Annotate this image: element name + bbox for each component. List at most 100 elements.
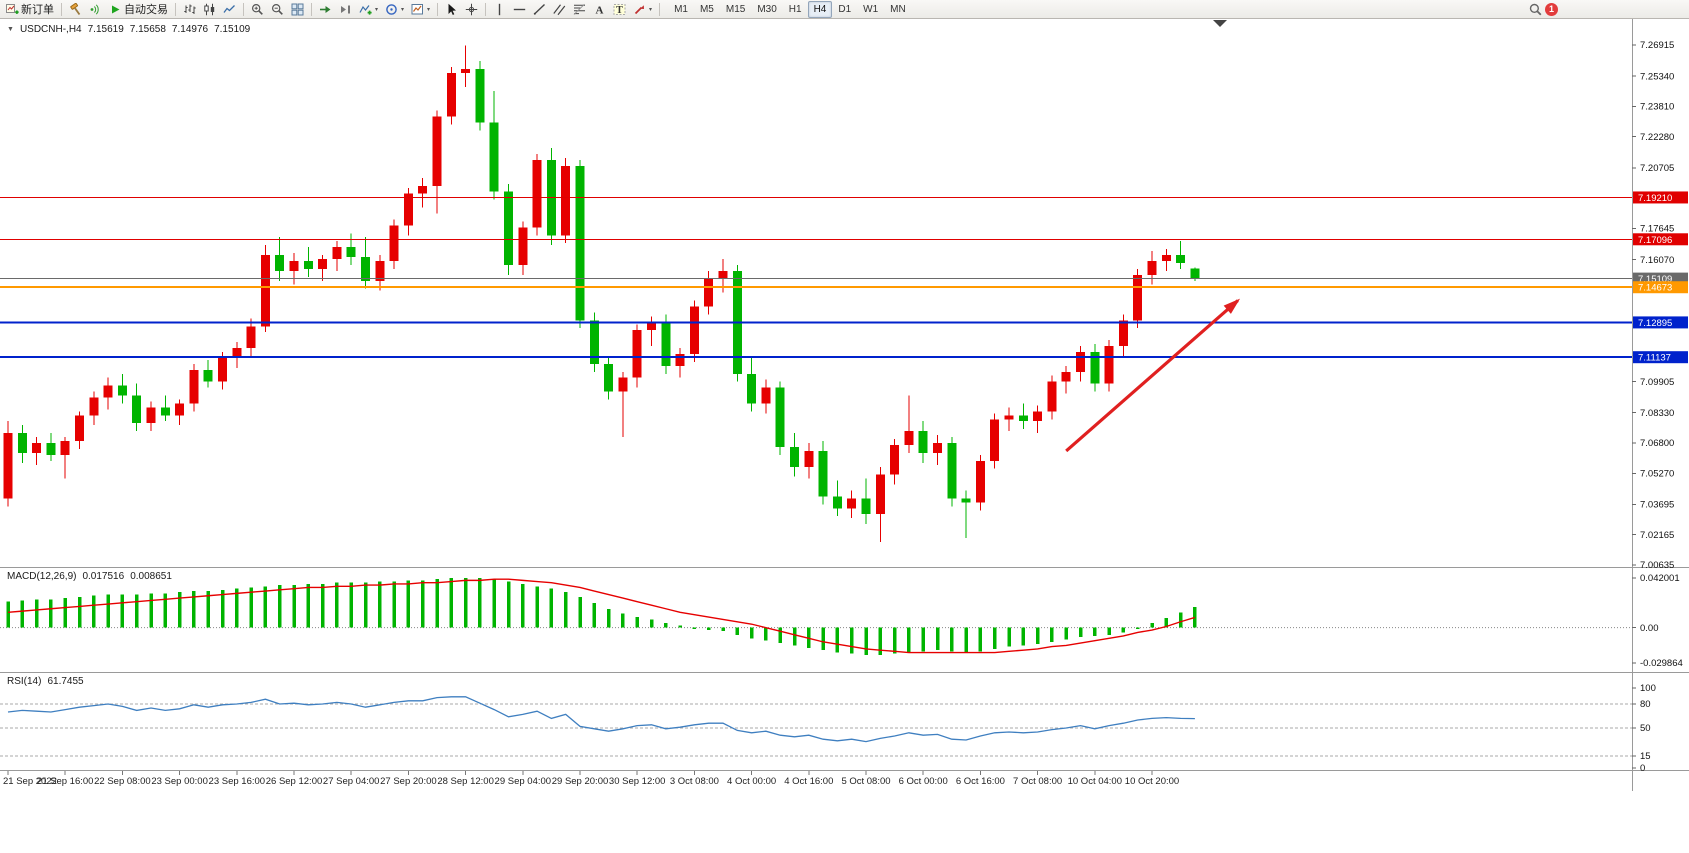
timeframe-m5-button[interactable]: M5 <box>699 3 714 15</box>
candle <box>175 399 185 426</box>
candle <box>361 237 370 289</box>
macd-axis-tick: -0.029864 <box>1640 658 1683 669</box>
candle <box>704 270 714 315</box>
zoom-in-button[interactable] <box>248 0 267 18</box>
svg-text:7.15109: 7.15109 <box>1638 274 1672 285</box>
text-label-button[interactable]: T <box>610 0 629 18</box>
candle <box>975 454 985 511</box>
time-axis-label: 10 Oct 20:00 <box>1125 776 1179 787</box>
indicators-icon <box>359 3 372 16</box>
timeframe-m30-button[interactable]: M30 <box>757 3 777 15</box>
cycles-button[interactable]: ▾ <box>382 0 407 18</box>
templates-button[interactable]: ▾ <box>408 0 433 18</box>
crosshair-button[interactable] <box>462 0 481 18</box>
timeframe-d1-button[interactable]: D1 <box>838 3 852 15</box>
candle <box>246 318 256 356</box>
arrows-dropdown-icon[interactable]: ▾ <box>649 6 653 13</box>
toolbar-separator <box>659 2 661 16</box>
signal-button[interactable] <box>86 0 105 18</box>
time-axis-label: 7 Oct 08:00 <box>1013 776 1062 787</box>
timeframe-m15-button[interactable]: M15 <box>725 3 746 15</box>
tile-windows-button[interactable] <box>288 0 307 18</box>
templates-icon <box>411 3 424 16</box>
candle <box>89 391 99 426</box>
fibonacci-icon <box>573 3 586 16</box>
search-button[interactable] <box>1526 0 1545 18</box>
candle <box>561 158 571 244</box>
vertical-line-button[interactable] <box>490 0 509 18</box>
new-order-label: 新订单 <box>21 4 54 16</box>
price-tag: 7.19210 <box>1633 191 1688 204</box>
line-chart-button[interactable] <box>220 0 239 18</box>
y-axis-tick: 7.16070 <box>1640 255 1674 266</box>
timeframe-h4-button[interactable]: H4 <box>807 0 833 18</box>
price-tag: 7.12895 <box>1633 316 1688 329</box>
candle <box>647 316 656 347</box>
rsi-axis-tick: 80 <box>1640 699 1651 710</box>
new-order-button[interactable]: 新订单 <box>3 0 57 18</box>
candle <box>1161 249 1171 271</box>
candle <box>890 439 900 485</box>
candle <box>189 363 199 412</box>
time-axis-label: 6 Oct 16:00 <box>956 776 1005 787</box>
macd-signal-line <box>7 578 1196 654</box>
chart-shift-button[interactable] <box>336 0 355 18</box>
trend-arrow-annotation[interactable] <box>1065 298 1241 453</box>
time-axis-label: 21 Sep 2022 <box>3 776 57 787</box>
horizontal-line-button[interactable] <box>510 0 529 18</box>
candle <box>861 478 871 525</box>
bar-chart-button[interactable] <box>180 0 199 18</box>
time-axis-label: 29 Sep 20:00 <box>552 776 609 787</box>
timeframe-w1-button[interactable]: W1 <box>863 3 879 15</box>
candle <box>103 377 113 410</box>
candle <box>546 148 556 246</box>
notification-badge[interactable]: 1 <box>1545 2 1558 16</box>
trendline-button[interactable] <box>530 0 549 18</box>
candle <box>589 312 599 372</box>
candle <box>318 255 328 281</box>
fibonacci-button[interactable] <box>570 0 589 18</box>
text-button[interactable]: A <box>590 0 609 18</box>
indicators-dropdown-icon[interactable]: ▾ <box>375 6 379 13</box>
chart-shift-marker[interactable] <box>1213 20 1227 27</box>
templates-dropdown-icon[interactable]: ▾ <box>427 6 431 13</box>
y-axis-tick: 7.09905 <box>1640 377 1674 388</box>
cursor-button[interactable] <box>442 0 461 18</box>
time-axis-label: 21 Sep 16:00 <box>37 776 94 787</box>
candle <box>504 183 513 275</box>
y-axis-tick: 7.22280 <box>1640 132 1674 143</box>
candle <box>875 466 885 542</box>
y-axis-tick: 7.23810 <box>1640 102 1674 113</box>
autotrading-button[interactable]: 自动交易 <box>106 0 171 18</box>
horizontal-line-icon <box>513 3 526 16</box>
auto-scroll-button[interactable] <box>316 0 335 18</box>
macd-axis-tick: 0.042001 <box>1640 573 1680 584</box>
cycles-dropdown-icon[interactable]: ▾ <box>401 6 405 13</box>
time-axis-label: 26 Sep 12:00 <box>266 776 323 787</box>
price-tag: 7.17096 <box>1633 233 1688 246</box>
candle <box>1033 405 1043 434</box>
candlestick-button[interactable] <box>200 0 219 18</box>
candle <box>1133 268 1143 329</box>
timeframe-m1-button[interactable]: M1 <box>674 3 688 15</box>
candle <box>818 441 828 505</box>
toolbar-separator <box>61 2 62 16</box>
candle <box>332 241 342 271</box>
hammer-button[interactable] <box>66 0 85 18</box>
candle <box>604 355 614 400</box>
candle <box>17 425 27 463</box>
timeframe-h1-button[interactable]: H1 <box>788 3 802 15</box>
arrows-button[interactable]: ▾ <box>630 0 655 18</box>
y-axis-tick: 7.03695 <box>1640 500 1674 511</box>
channel-button[interactable] <box>550 0 569 18</box>
time-axis-label: 22 Sep 08:00 <box>94 776 151 787</box>
indicators-button[interactable]: ▾ <box>356 0 381 18</box>
zoom-out-button[interactable] <box>268 0 287 18</box>
timeframe-mn-button[interactable]: MN <box>890 3 906 15</box>
candle <box>832 480 842 517</box>
candle <box>489 90 499 200</box>
arrows-icon <box>633 3 646 16</box>
candle <box>446 67 456 125</box>
